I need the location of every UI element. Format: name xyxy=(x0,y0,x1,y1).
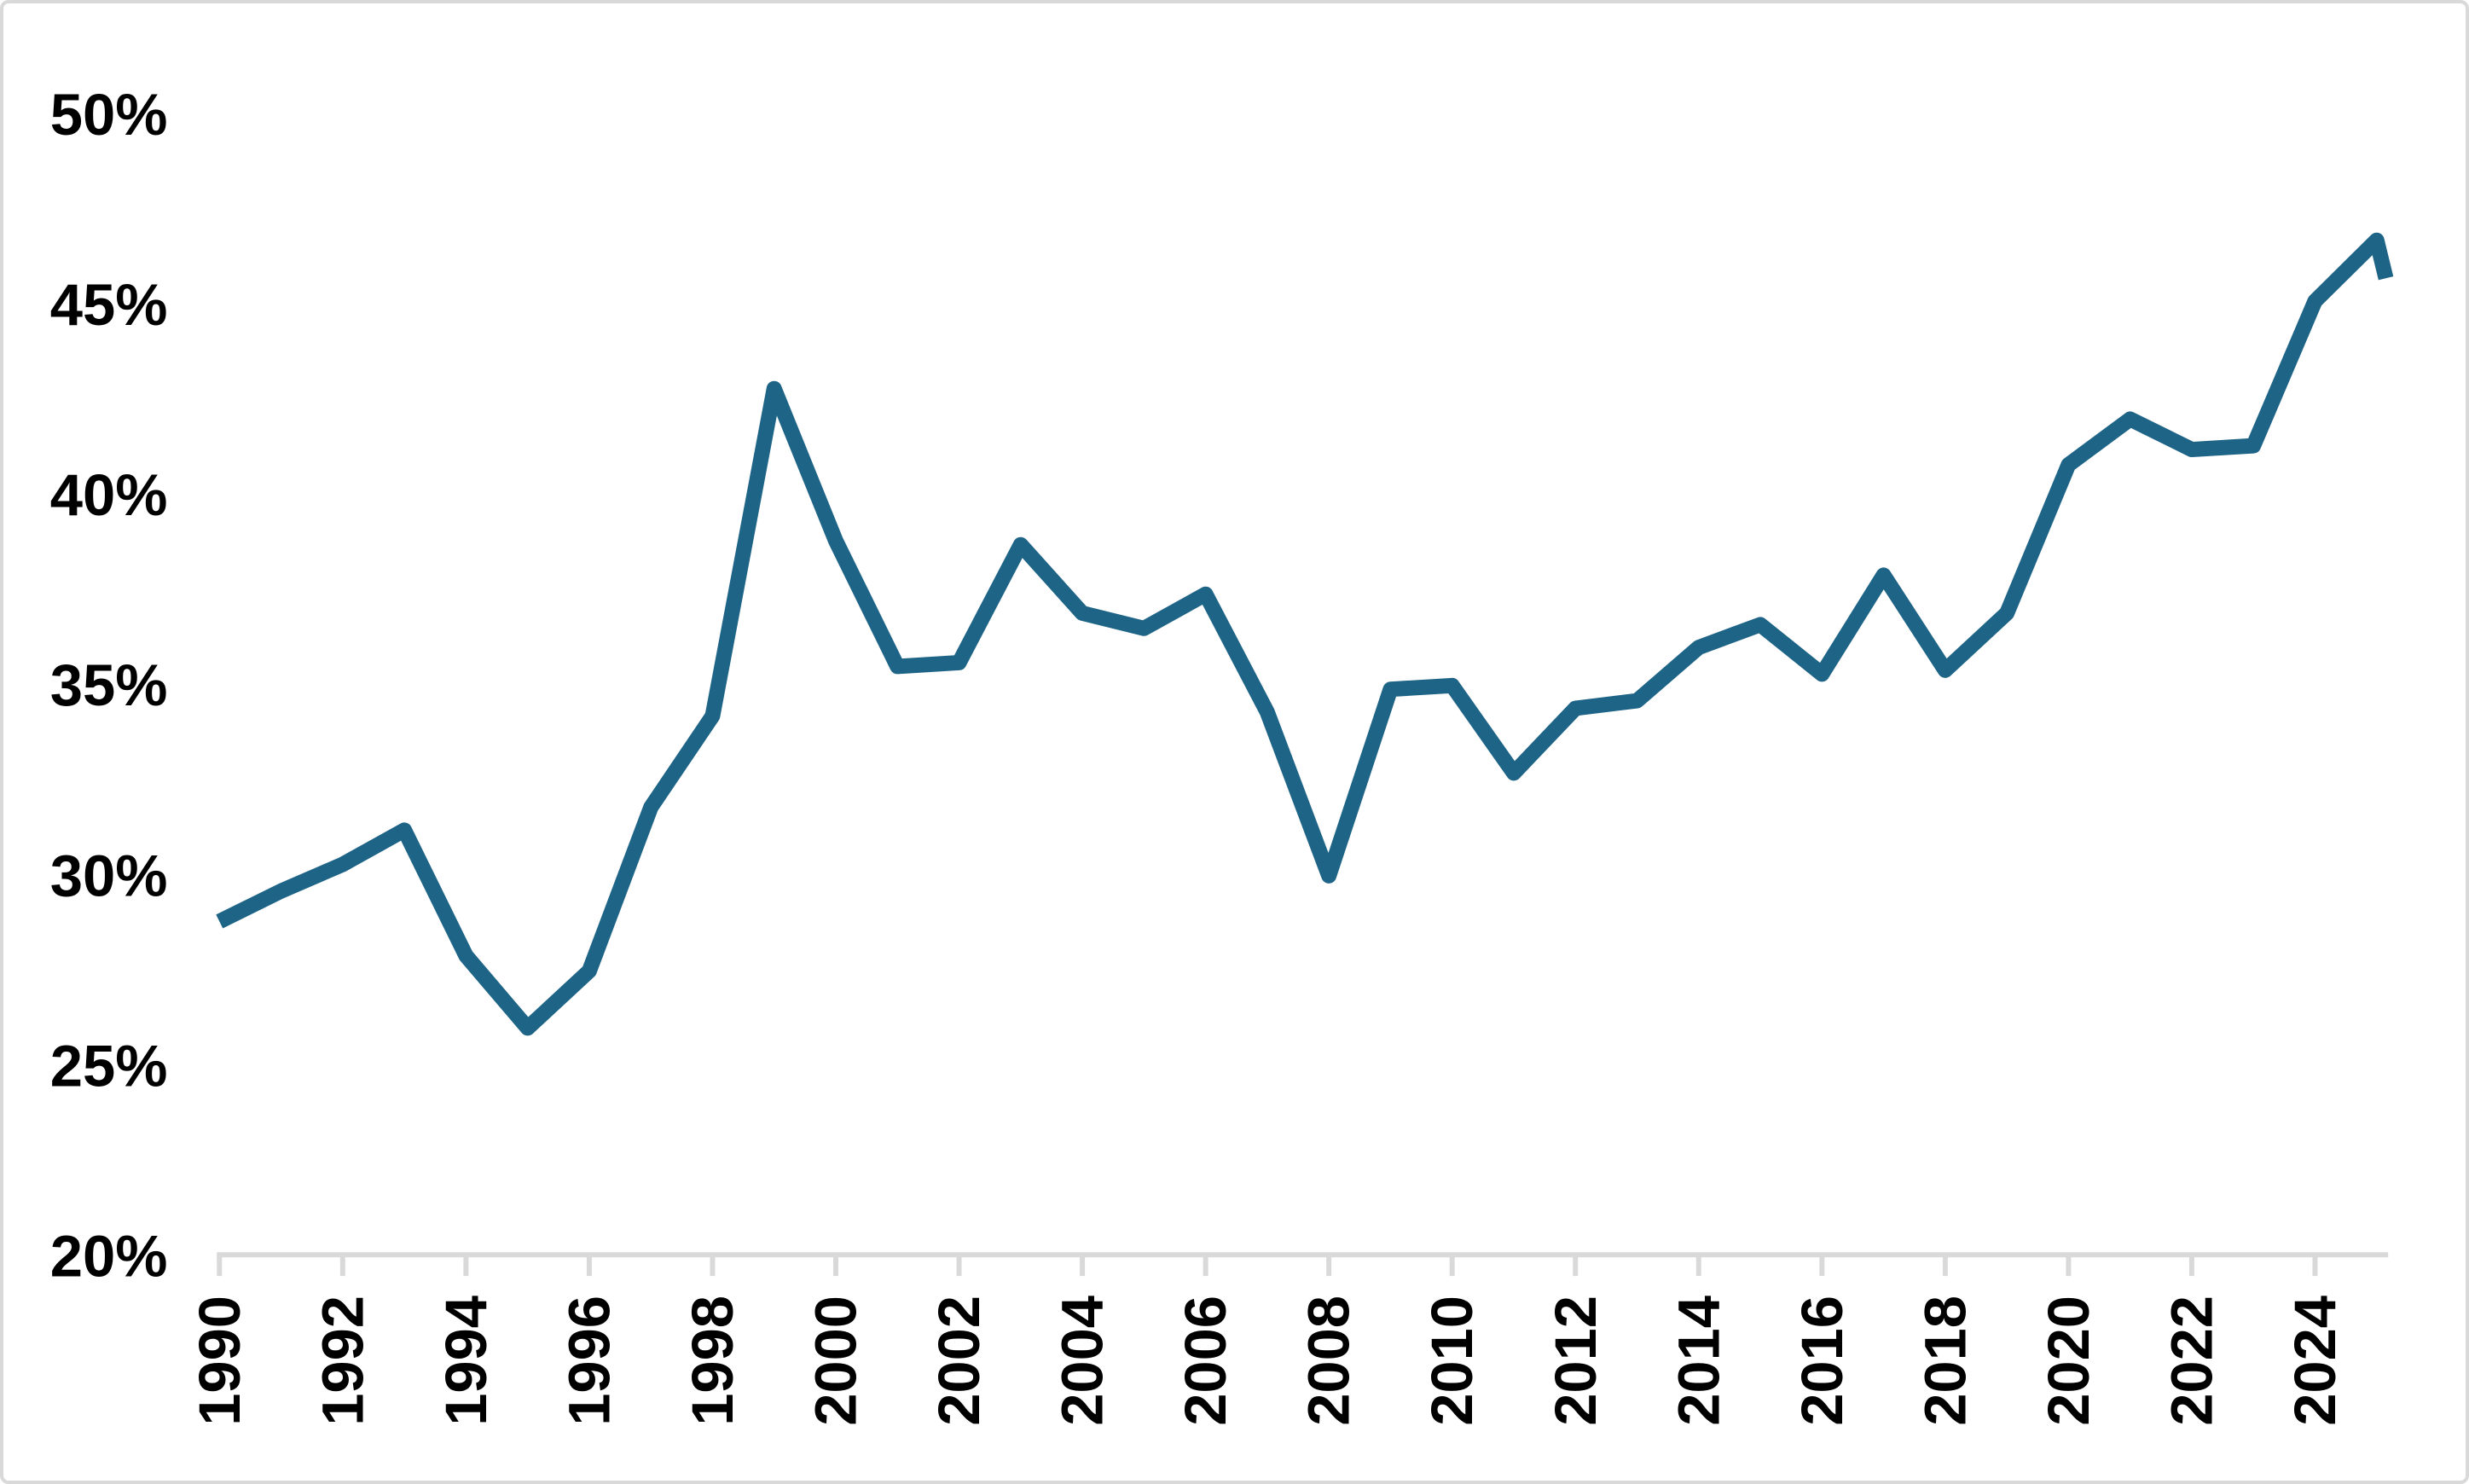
x-axis-label: 2020 xyxy=(2036,1296,2101,1426)
x-axis-label: 1994 xyxy=(433,1296,499,1426)
x-axis-label: 1990 xyxy=(187,1296,252,1426)
y-axis-label: 25% xyxy=(50,1034,168,1099)
x-axis-label: 2004 xyxy=(1050,1296,1116,1426)
x-axis-label: 2006 xyxy=(1173,1296,1238,1426)
x-axis-label: 1996 xyxy=(556,1296,622,1426)
x-axis-label: 2022 xyxy=(2159,1296,2224,1426)
x-axis-label: 2024 xyxy=(2282,1296,2348,1426)
y-axis-label: 50% xyxy=(50,82,168,148)
x-axis-label: 2010 xyxy=(1419,1296,1485,1426)
x-axis-label: 2008 xyxy=(1296,1296,1362,1426)
x-axis-label: 1998 xyxy=(680,1296,745,1426)
x-axis-label: 2016 xyxy=(1789,1296,1855,1426)
x-axis-label: 2002 xyxy=(926,1296,992,1426)
y-axis-label: 40% xyxy=(50,462,168,528)
x-axis-label: 1992 xyxy=(310,1296,375,1426)
y-axis-label: 30% xyxy=(50,843,168,908)
line-chart: 1990 1992 1994 1996 1998 2000 2002 2004 2006 2008… xyxy=(50,82,2394,1426)
y-axis-label: 20% xyxy=(50,1224,168,1290)
x-axis-label: 2018 xyxy=(1912,1296,1978,1426)
x-axis-label: 2012 xyxy=(1543,1296,1608,1426)
y-axis-label: 35% xyxy=(50,652,168,718)
x-axis-label: 2000 xyxy=(803,1296,868,1426)
data-series-line xyxy=(216,232,2394,1036)
y-axis-label: 45% xyxy=(50,272,168,338)
x-axis-label: 2014 xyxy=(1666,1296,1731,1426)
